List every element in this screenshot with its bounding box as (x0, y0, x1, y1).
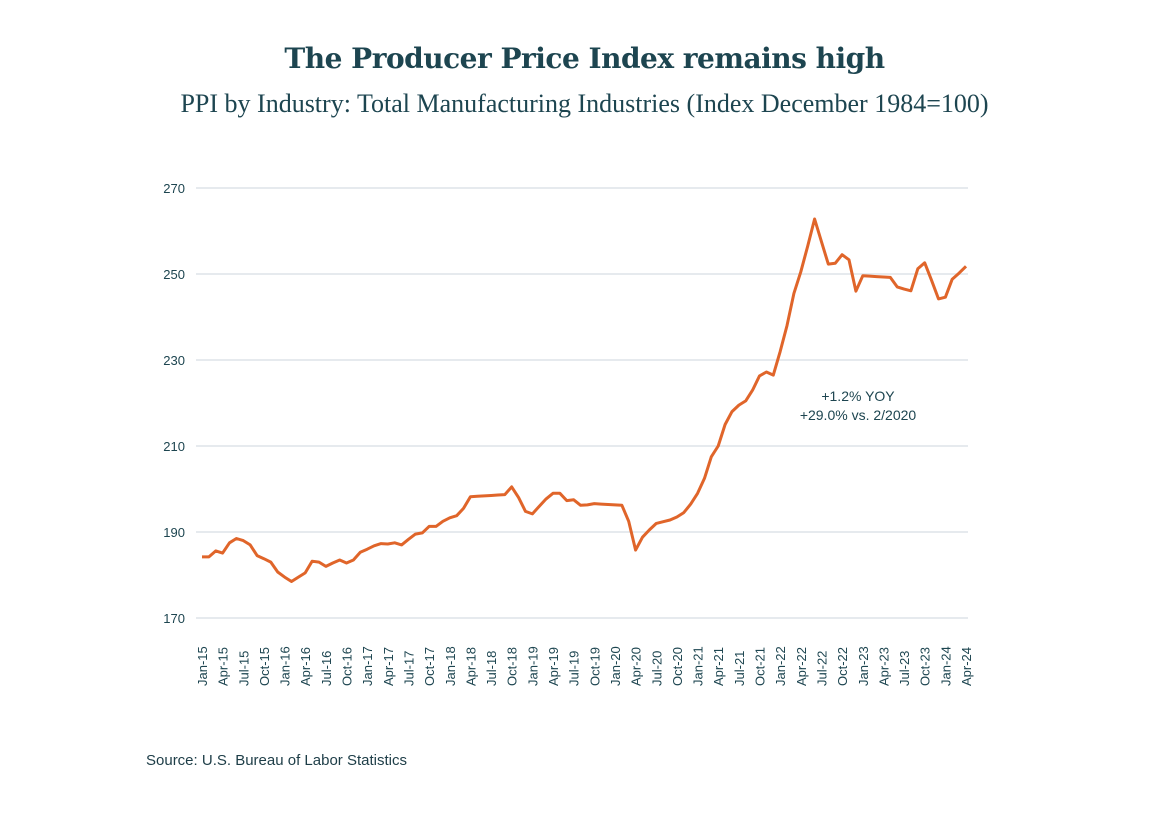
y-tick-label: 190 (163, 525, 185, 540)
y-tick-label: 210 (163, 439, 185, 454)
source-note: Source: U.S. Bureau of Labor Statistics (146, 752, 407, 769)
x-tick-label: Jan-21 (691, 646, 706, 686)
x-tick-label: Jul-19 (567, 651, 582, 686)
x-tick-label: Oct-20 (670, 647, 685, 686)
x-tick-label: Jul-18 (484, 651, 499, 686)
x-tick-label: Oct-18 (505, 647, 520, 686)
x-tick-label: Oct-15 (257, 647, 272, 686)
y-tick-label: 270 (163, 181, 185, 196)
x-tick-label: Apr-17 (381, 647, 396, 686)
x-tick-label: Apr-19 (546, 647, 561, 686)
x-tick-label: Jan-22 (773, 646, 788, 686)
x-tick-label: Apr-18 (463, 647, 478, 686)
x-tick-label: Jul-20 (649, 651, 664, 686)
x-tick-label: Apr-23 (876, 647, 891, 686)
x-tick-label: Jan-19 (525, 646, 540, 686)
x-tick-label: Jul-22 (814, 651, 829, 686)
y-tick-label: 170 (163, 611, 185, 626)
y-tick-label: 230 (163, 353, 185, 368)
chart-subtitle: PPI by Industry: Total Manufacturing Ind… (180, 89, 989, 118)
x-tick-label: Jul-17 (401, 651, 416, 686)
gridlines (196, 187, 968, 619)
x-tick-label: Apr-22 (794, 647, 809, 686)
x-tick-label: Jul-21 (732, 651, 747, 686)
x-tick-label: Oct-21 (753, 647, 768, 686)
x-tick-label: Oct-17 (422, 647, 437, 686)
x-tick-label: Oct-16 (340, 647, 355, 686)
x-tick-label: Oct-22 (835, 647, 850, 686)
annotation-yoy: +1.2% YOY (821, 388, 895, 404)
annotation-vs-2020: +29.0% vs. 2/2020 (800, 407, 917, 423)
x-tick-label: Jan-23 (856, 646, 871, 686)
x-tick-label: Apr-20 (629, 647, 644, 686)
x-tick-label: Apr-24 (959, 647, 974, 686)
y-axis-ticks: 170 190 210 230 250 270 (163, 181, 185, 626)
x-tick-label: Jan-15 (195, 646, 210, 686)
series-line-ppi (202, 217, 968, 583)
x-tick-label: Apr-21 (711, 647, 726, 686)
x-tick-label: Oct-19 (587, 647, 602, 686)
x-tick-label: Jan-24 (938, 646, 953, 686)
y-tick-label: 250 (163, 267, 185, 282)
x-tick-label: Jan-20 (608, 646, 623, 686)
x-tick-label: Jan-17 (360, 646, 375, 686)
x-tick-label: Jul-23 (897, 651, 912, 686)
x-tick-label: Jan-16 (278, 646, 293, 686)
x-tick-label: Jul-15 (236, 651, 251, 686)
x-tick-label: Apr-16 (298, 647, 313, 686)
x-tick-label: Apr-15 (216, 647, 231, 686)
x-tick-label: Jan-18 (443, 646, 458, 686)
x-axis-ticks: Jan-15 Apr-15 Jul-15 Oct-15 Jan-16 Apr-16 Jul-… (195, 646, 974, 686)
chart-title: The Producer Price Index remains high (284, 42, 885, 75)
x-tick-label: Oct-23 (918, 647, 933, 686)
x-tick-label: Jul-16 (319, 651, 334, 686)
